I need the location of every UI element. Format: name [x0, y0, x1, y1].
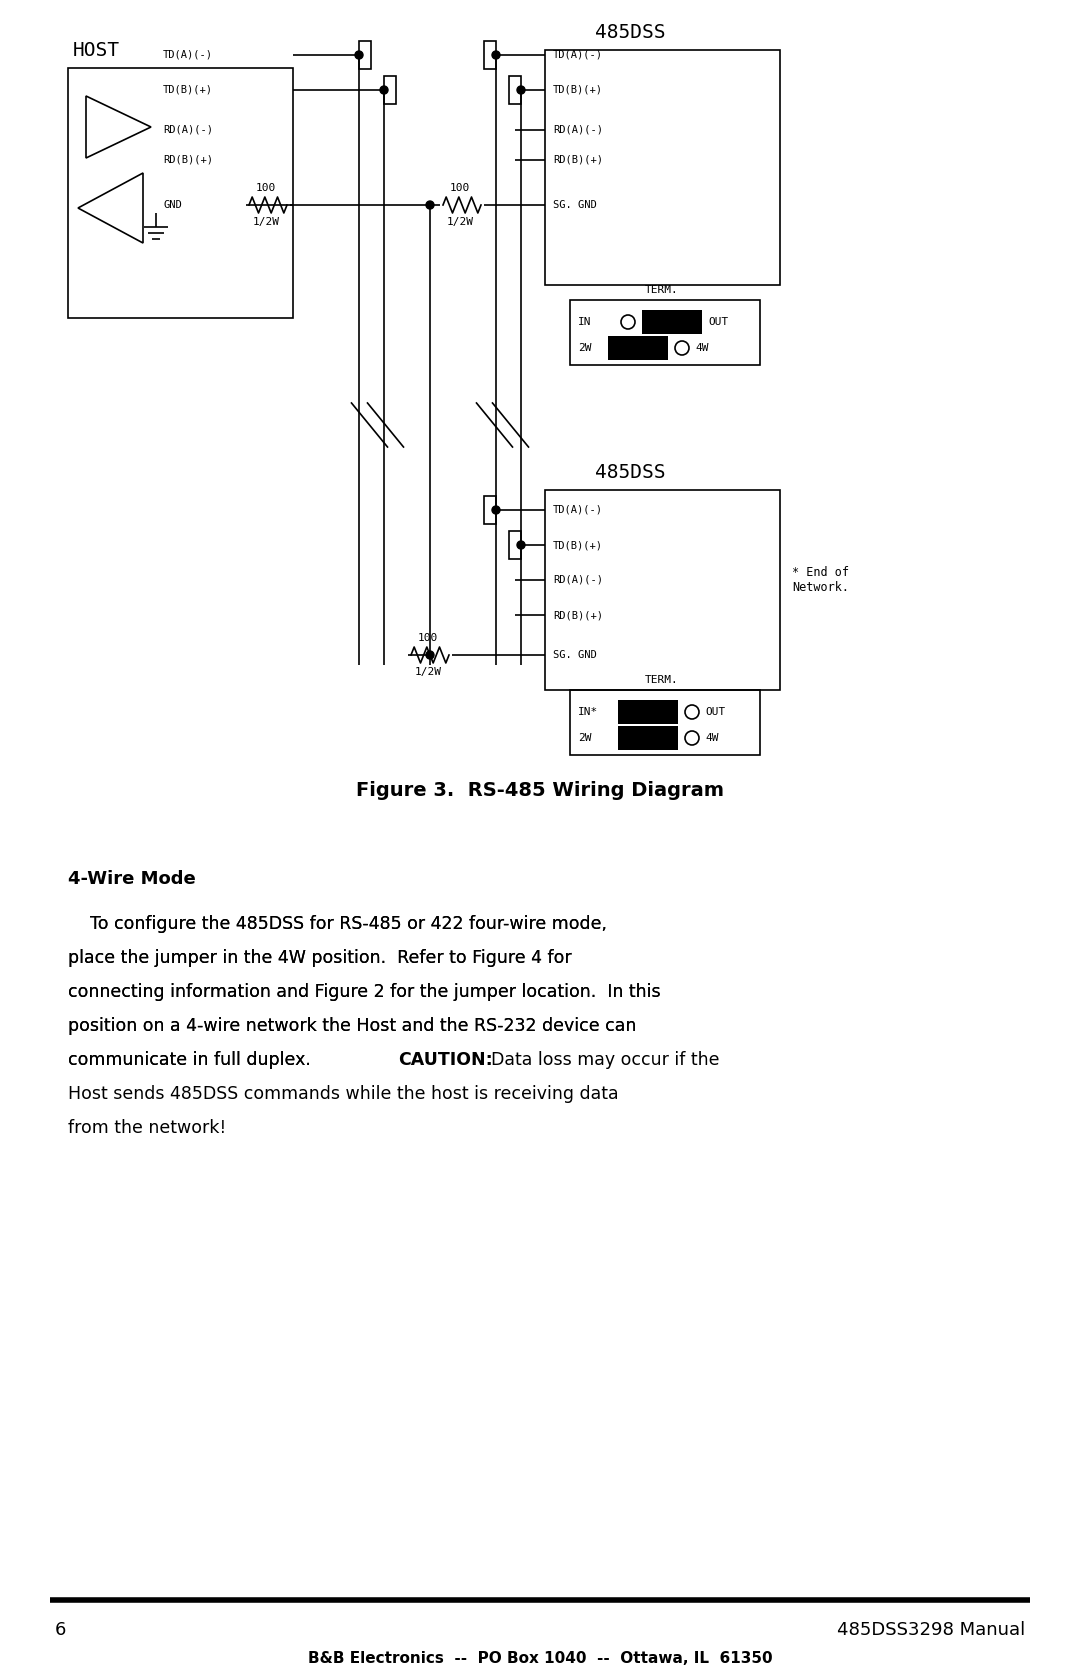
Text: place the jumper in the 4W position.  Refer to Figure 4 for: place the jumper in the 4W position. Ref…	[68, 950, 571, 966]
Circle shape	[380, 87, 388, 93]
Text: RD(A)(-): RD(A)(-)	[553, 576, 603, 586]
Text: HOST: HOST	[73, 42, 120, 60]
Text: TD(B)(+): TD(B)(+)	[163, 85, 213, 95]
Text: To configure the 485DSS for RS-485 or 422 four-wire mode,: To configure the 485DSS for RS-485 or 42…	[68, 915, 607, 933]
Bar	[484, 42, 496, 68]
Circle shape	[517, 87, 525, 93]
Text: connecting information and Figure 2 for the jumper location.  In this: connecting information and Figure 2 for …	[68, 983, 661, 1001]
Text: 1/2W: 1/2W	[253, 217, 280, 227]
Text: OUT: OUT	[705, 708, 726, 718]
Bar	[359, 42, 372, 68]
Text: Data loss may occur if the: Data loss may occur if the	[480, 1051, 719, 1070]
Text: CAUTION:: CAUTION:	[399, 1051, 492, 1070]
Text: RD(B)(+): RD(B)(+)	[553, 155, 603, 165]
Text: place the jumper in the 4W position.  Refer to Figure 4 for: place the jumper in the 4W position. Ref…	[68, 950, 571, 966]
Bar	[618, 699, 678, 724]
Text: 485DSS: 485DSS	[595, 462, 665, 482]
Text: connecting information and Figure 2 for the jumper location.  In this: connecting information and Figure 2 for …	[68, 983, 661, 1001]
Text: position on a 4-wire network the Host and the RS-232 device can: position on a 4-wire network the Host an…	[68, 1016, 636, 1035]
Text: IN*: IN*	[578, 708, 598, 718]
Text: TD(A)(-): TD(A)(-)	[553, 50, 603, 60]
Text: SG. GND: SG. GND	[553, 649, 597, 659]
Text: 1/2W: 1/2W	[446, 217, 473, 227]
Text: 2W: 2W	[578, 733, 592, 743]
Text: 485DSS: 485DSS	[595, 23, 665, 42]
Bar	[642, 310, 702, 334]
Text: RD(B)(+): RD(B)(+)	[553, 609, 603, 619]
Bar	[545, 50, 780, 285]
Text: TD(B)(+): TD(B)(+)	[553, 85, 603, 95]
Text: TD(A)(-): TD(A)(-)	[163, 50, 213, 60]
Text: TD(A)(-): TD(A)(-)	[553, 506, 603, 516]
Circle shape	[492, 506, 500, 514]
Bar	[570, 689, 760, 754]
Circle shape	[492, 52, 500, 58]
Text: Figure 3.  RS-485 Wiring Diagram: Figure 3. RS-485 Wiring Diagram	[356, 781, 724, 799]
Text: 1/2W: 1/2W	[415, 668, 442, 678]
Text: Host sends 485DSS commands while the host is receiving data: Host sends 485DSS commands while the hos…	[68, 1085, 619, 1103]
Bar	[570, 300, 760, 366]
Bar	[509, 77, 521, 103]
Text: B&B Electronics  --  PO Box 1040  --  Ottawa, IL  61350: B&B Electronics -- PO Box 1040 -- Ottawa…	[308, 1651, 772, 1666]
Text: OUT: OUT	[708, 317, 728, 327]
Text: GND: GND	[163, 200, 181, 210]
Text: 6: 6	[55, 1621, 66, 1639]
Text: 4-Wire Mode: 4-Wire Mode	[68, 870, 195, 888]
Text: from the network!: from the network!	[68, 1118, 226, 1137]
Circle shape	[355, 52, 363, 58]
Text: RD(B)(+): RD(B)(+)	[163, 155, 213, 165]
Text: IN: IN	[578, 317, 592, 327]
Text: 2W: 2W	[578, 344, 592, 354]
Text: position on a 4-wire network the Host and the RS-232 device can: position on a 4-wire network the Host an…	[68, 1016, 636, 1035]
Bar	[545, 491, 780, 689]
Bar	[68, 68, 293, 319]
Bar	[509, 531, 521, 559]
Text: TERM.: TERM.	[645, 674, 678, 684]
Circle shape	[426, 200, 434, 209]
Text: communicate in full duplex.: communicate in full duplex.	[68, 1051, 322, 1070]
Text: 4W: 4W	[705, 733, 718, 743]
Text: 100: 100	[418, 633, 438, 643]
Text: SG. GND: SG. GND	[553, 200, 597, 210]
Text: TERM.: TERM.	[645, 285, 678, 295]
Text: * End of
Network.: * End of Network.	[792, 566, 849, 594]
Text: 100: 100	[450, 184, 470, 194]
Bar	[384, 77, 396, 103]
Text: To configure the 485DSS for RS-485 or 422 four-wire mode,: To configure the 485DSS for RS-485 or 42…	[68, 915, 607, 933]
Bar	[608, 335, 669, 361]
Bar	[484, 496, 496, 524]
Text: RD(A)(-): RD(A)(-)	[163, 125, 213, 135]
Text: TD(B)(+): TD(B)(+)	[553, 541, 603, 551]
Circle shape	[517, 541, 525, 549]
Text: 485DSS3298 Manual: 485DSS3298 Manual	[837, 1621, 1025, 1639]
Text: RD(A)(-): RD(A)(-)	[553, 125, 603, 135]
Text: 4W: 4W	[696, 344, 708, 354]
Circle shape	[426, 651, 434, 659]
Bar	[618, 726, 678, 749]
Text: 100: 100	[256, 184, 276, 194]
Text: communicate in full duplex.: communicate in full duplex.	[68, 1051, 322, 1070]
